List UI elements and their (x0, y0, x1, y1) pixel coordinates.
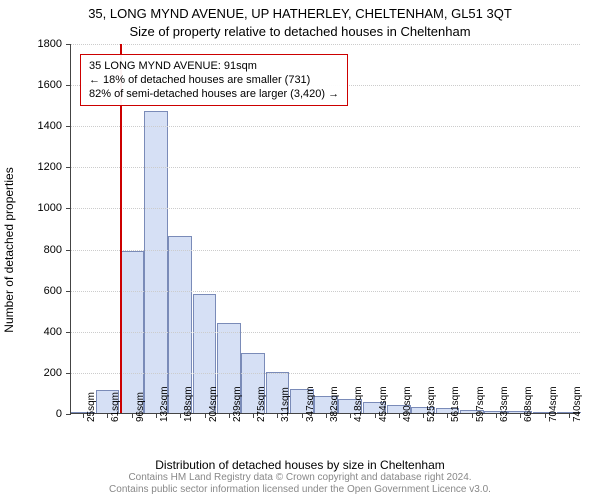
x-axis-label: Distribution of detached houses by size … (0, 458, 600, 472)
y-tick (66, 85, 71, 86)
footer-line-2: Contains public sector information licen… (0, 484, 600, 496)
x-tick-label: 668sqm (523, 386, 534, 422)
x-tick (350, 413, 351, 418)
y-tick-label: 400 (0, 326, 62, 338)
x-tick (496, 413, 497, 418)
gridline (71, 332, 580, 333)
x-tick-label: 25sqm (86, 392, 97, 422)
x-tick (569, 413, 570, 418)
x-tick-label: 132sqm (159, 386, 170, 422)
x-tick-label: 204sqm (208, 386, 219, 422)
y-tick (66, 167, 71, 168)
x-tick (205, 413, 206, 418)
x-tick (545, 413, 546, 418)
x-tick-label: 525sqm (426, 386, 437, 422)
x-tick-label: 633sqm (499, 386, 510, 422)
gridline (71, 126, 580, 127)
x-tick-label: 168sqm (183, 386, 194, 422)
info-line-2: ← 18% of detached houses are smaller (73… (89, 73, 339, 87)
x-tick (375, 413, 376, 418)
footer-line-1: Contains HM Land Registry data © Crown c… (0, 472, 600, 484)
y-tick-label: 200 (0, 367, 62, 379)
x-tick (253, 413, 254, 418)
y-tick (66, 208, 71, 209)
x-tick-label: 597sqm (475, 386, 486, 422)
y-tick (66, 126, 71, 127)
x-tick-label: 96sqm (135, 392, 146, 422)
x-tick-label: 311sqm (280, 387, 291, 422)
y-tick-label: 1600 (0, 79, 62, 91)
info-line-3: 82% of semi-detached houses are larger (… (89, 87, 339, 101)
x-tick (302, 413, 303, 418)
gridline (71, 208, 580, 209)
x-tick (326, 413, 327, 418)
gridline (71, 291, 580, 292)
x-tick-label: 490sqm (402, 386, 413, 422)
x-tick (107, 413, 108, 418)
y-tick (66, 291, 71, 292)
y-tick-label: 1800 (0, 38, 62, 50)
y-tick-label: 800 (0, 244, 62, 256)
gridline (71, 373, 580, 374)
x-tick (423, 413, 424, 418)
x-tick (229, 413, 230, 418)
x-tick (472, 413, 473, 418)
gridline (71, 250, 580, 251)
y-tick (66, 250, 71, 251)
x-tick (447, 413, 448, 418)
x-tick-label: 347sqm (305, 386, 316, 422)
y-tick-label: 1400 (0, 120, 62, 132)
x-tick-label: 561sqm (450, 386, 461, 422)
y-tick-label: 0 (0, 408, 62, 420)
x-tick (132, 413, 133, 418)
x-tick (180, 413, 181, 418)
y-tick (66, 44, 71, 45)
x-tick (399, 413, 400, 418)
x-tick (277, 413, 278, 418)
x-tick-label: 740sqm (572, 386, 583, 422)
x-tick-label: 454sqm (378, 386, 389, 422)
y-tick (66, 414, 71, 415)
x-tick-label: 275sqm (256, 386, 267, 422)
y-tick (66, 373, 71, 374)
x-tick-label: 239sqm (232, 386, 243, 422)
page-title-line1: 35, LONG MYND AVENUE, UP HATHERLEY, CHEL… (0, 6, 600, 21)
x-tick-label: 418sqm (353, 386, 364, 422)
page-title-line2: Size of property relative to detached ho… (0, 24, 600, 39)
y-tick-label: 1000 (0, 202, 62, 214)
gridline (71, 44, 580, 45)
x-tick-label: 61sqm (110, 392, 121, 422)
histogram-bar (144, 111, 168, 413)
x-tick-label: 704sqm (548, 386, 559, 422)
y-tick (66, 332, 71, 333)
x-tick (83, 413, 84, 418)
x-tick-label: 382sqm (329, 386, 340, 422)
y-tick-label: 1200 (0, 161, 62, 173)
y-tick-label: 600 (0, 285, 62, 297)
x-tick (520, 413, 521, 418)
x-tick (156, 413, 157, 418)
info-line-1: 35 LONG MYND AVENUE: 91sqm (89, 59, 339, 73)
gridline (71, 167, 580, 168)
attribution-footer: Contains HM Land Registry data © Crown c… (0, 472, 600, 496)
info-callout-box: 35 LONG MYND AVENUE: 91sqm ← 18% of deta… (80, 54, 348, 106)
